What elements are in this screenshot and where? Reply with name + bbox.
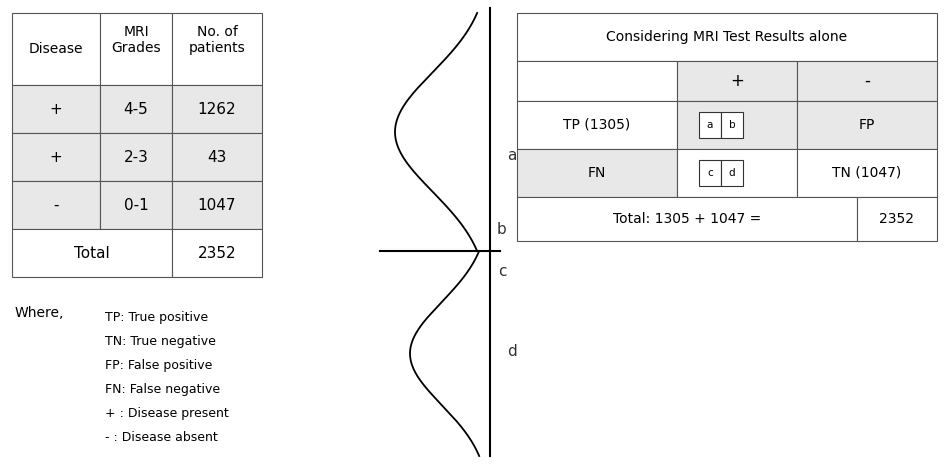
- Text: 4-5: 4-5: [124, 101, 149, 116]
- Text: MRI
Grades: MRI Grades: [111, 25, 161, 56]
- Bar: [797, 61, 937, 101]
- Bar: [12, 85, 100, 133]
- Text: TP (1305): TP (1305): [564, 118, 630, 132]
- Text: 1262: 1262: [198, 101, 236, 116]
- Bar: [517, 13, 937, 61]
- Text: 2352: 2352: [198, 245, 236, 260]
- Bar: [517, 149, 677, 197]
- Text: -: -: [864, 72, 870, 90]
- Text: + : Disease present: + : Disease present: [105, 407, 228, 420]
- Text: d: d: [507, 343, 517, 358]
- Text: c: c: [707, 168, 713, 178]
- Text: a: a: [706, 120, 713, 130]
- Bar: [172, 229, 262, 277]
- Text: 0-1: 0-1: [124, 197, 149, 212]
- Text: FP: FP: [859, 118, 875, 132]
- Text: Where,: Where,: [15, 306, 65, 320]
- Bar: [100, 85, 172, 133]
- Text: 43: 43: [208, 149, 227, 164]
- Text: TN: True negative: TN: True negative: [105, 335, 216, 348]
- Bar: [677, 101, 797, 149]
- Bar: [12, 133, 100, 181]
- Text: d: d: [728, 168, 735, 178]
- Text: a: a: [507, 148, 517, 163]
- Bar: [699, 160, 721, 186]
- Bar: [100, 13, 172, 85]
- Text: 1047: 1047: [198, 197, 236, 212]
- Text: 2-3: 2-3: [124, 149, 149, 164]
- Bar: [172, 181, 262, 229]
- Text: TP: True positive: TP: True positive: [105, 311, 208, 324]
- Text: Total: Total: [74, 245, 109, 260]
- Bar: [699, 112, 721, 138]
- Bar: [857, 197, 937, 241]
- Bar: [677, 61, 797, 101]
- Text: Total: 1305 + 1047 =: Total: 1305 + 1047 =: [613, 212, 762, 226]
- Bar: [677, 149, 797, 197]
- Bar: [517, 61, 677, 101]
- Text: c: c: [498, 263, 506, 278]
- Text: b: b: [728, 120, 735, 130]
- Bar: [12, 229, 172, 277]
- Text: Disease: Disease: [29, 42, 83, 56]
- Text: +: +: [50, 101, 63, 116]
- Bar: [721, 112, 743, 138]
- Text: -: -: [53, 197, 59, 212]
- Bar: [172, 133, 262, 181]
- Bar: [12, 181, 100, 229]
- Bar: [12, 13, 100, 85]
- Text: FP: False positive: FP: False positive: [105, 359, 212, 372]
- Text: FN: FN: [587, 166, 606, 180]
- Bar: [721, 160, 743, 186]
- Bar: [517, 101, 677, 149]
- Text: +: +: [50, 149, 63, 164]
- Bar: [517, 197, 857, 241]
- Text: b: b: [497, 221, 506, 236]
- Text: Considering MRI Test Results alone: Considering MRI Test Results alone: [606, 30, 847, 44]
- Bar: [797, 101, 937, 149]
- Text: TN (1047): TN (1047): [832, 166, 902, 180]
- Bar: [100, 181, 172, 229]
- Text: No. of
patients: No. of patients: [188, 25, 246, 56]
- Text: +: +: [730, 72, 744, 90]
- Text: - : Disease absent: - : Disease absent: [105, 431, 218, 444]
- Bar: [797, 149, 937, 197]
- Bar: [100, 133, 172, 181]
- Bar: [172, 85, 262, 133]
- Bar: [172, 13, 262, 85]
- Text: 2352: 2352: [880, 212, 915, 226]
- Text: FN: False negative: FN: False negative: [105, 383, 220, 396]
